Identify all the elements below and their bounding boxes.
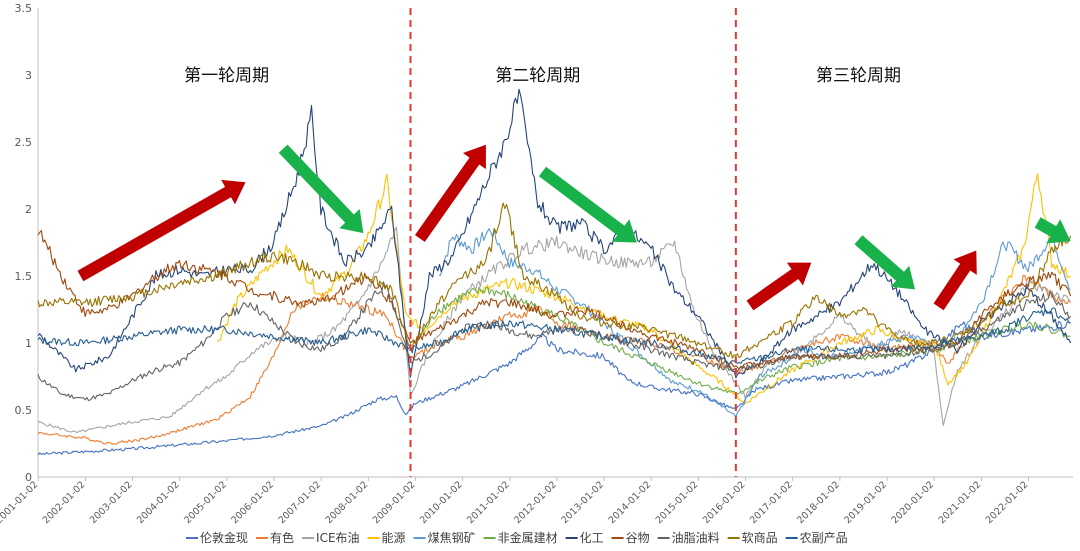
legend-label: 煤焦钢矿 <box>428 531 476 545</box>
legend-label: 化工 <box>580 531 604 545</box>
legend-label: 农副产品 <box>800 531 848 545</box>
legend-label: 谷物 <box>626 531 650 545</box>
y-tick-label: 0.5 <box>15 404 33 417</box>
series-line-7 <box>37 230 1072 370</box>
legend-label: 能源 <box>382 531 406 545</box>
cycle-label-2: 第二轮周期 <box>495 66 580 86</box>
x-tick-label: 2008-01-02 <box>324 479 371 526</box>
x-tick-label: 2012-01-02 <box>512 479 559 526</box>
trend-arrow-up-5 <box>746 262 812 311</box>
y-tick-label: 3.5 <box>15 2 33 15</box>
legend-label: 非金属建材 <box>498 530 558 545</box>
legend-item-7: 谷物 <box>611 531 650 545</box>
x-tick-label: 2006-01-02 <box>229 479 276 526</box>
series-line-6 <box>37 88 1072 379</box>
legend-item-8: 油脂油料 <box>657 530 720 545</box>
legend-label: 软商品 <box>742 530 778 545</box>
legend-item-4: 煤焦钢矿 <box>413 531 476 545</box>
series-line-10 <box>37 307 1071 365</box>
y-tick-label: 2.5 <box>15 136 33 149</box>
x-tick-label: 2001-01-02 <box>0 479 40 526</box>
cycle-dividers <box>409 8 737 477</box>
series-line-1 <box>37 274 1072 445</box>
legend-item-9: 软商品 <box>727 530 778 545</box>
legend-item-1: 有色 <box>256 531 294 545</box>
trend-arrow-up-3 <box>415 144 486 242</box>
y-tick-label: 1.5 <box>15 270 33 283</box>
cycle-labels: 第一轮周期 第二轮周期 第三轮周期 <box>184 66 901 86</box>
y-tick-label: 2 <box>25 203 32 216</box>
cycle-label-1: 第一轮周期 <box>184 66 269 86</box>
trend-arrows <box>77 144 1071 311</box>
y-tick-label: 1 <box>25 337 32 350</box>
series-lines <box>37 88 1072 456</box>
x-tick-label: 2017-01-02 <box>748 479 795 526</box>
legend: 伦敦金现 有色 ICE布油 能源 煤焦钢矿 非金属建材 化工 谷物 油脂油料 软商品 农副产品 <box>186 530 848 545</box>
x-tick-label: 2007-01-02 <box>276 479 323 526</box>
x-tick-label: 2015-01-02 <box>654 479 701 526</box>
series-line-0 <box>37 320 1071 456</box>
series-line-9 <box>37 202 1072 359</box>
cycle-label-3: 第三轮周期 <box>816 66 901 86</box>
x-tick-label: 2021-01-02 <box>937 479 984 526</box>
x-tick-label: 2009-01-02 <box>371 479 418 526</box>
legend-label: 有色 <box>270 531 294 545</box>
x-tick-label: 2013-01-02 <box>559 479 606 526</box>
x-tick-label: 2016-01-02 <box>701 479 748 526</box>
y-tick-label: 0 <box>25 471 32 484</box>
legend-item-6: 化工 <box>565 531 604 545</box>
legend-item-3: 能源 <box>367 531 406 545</box>
x-tick-label: 2005-01-02 <box>182 479 229 526</box>
legend-label: 伦敦金现 <box>200 530 248 545</box>
trend-arrow-up-7 <box>933 250 977 311</box>
x-tick-label: 2010-01-02 <box>418 479 465 526</box>
x-tick-label: 2014-01-02 <box>607 479 654 526</box>
x-tick-label: 2018-01-02 <box>795 479 842 526</box>
legend-label: ICE布油 <box>316 531 360 545</box>
legend-item-0: 伦敦金现 <box>186 530 248 545</box>
legend-label: 油脂油料 <box>672 530 720 545</box>
trend-arrow-down-6 <box>854 235 915 290</box>
legend-item-5: 非金属建材 <box>483 530 558 545</box>
series-line-2 <box>37 226 1072 434</box>
trend-arrow-down-4 <box>538 166 637 243</box>
legend-item-2: ICE布油 <box>302 531 360 545</box>
legend-item-10: 农副产品 <box>785 531 848 545</box>
x-tick-label: 2022-01-02 <box>984 479 1031 526</box>
x-tick-label: 2004-01-02 <box>135 479 182 526</box>
x-tick-label: 2019-01-02 <box>842 479 889 526</box>
x-tick-label: 2003-01-02 <box>88 479 135 526</box>
trend-arrow-down-8 <box>1034 217 1071 244</box>
x-tick-label: 2002-01-02 <box>41 479 88 526</box>
x-tick-label: 2020-01-02 <box>889 479 936 526</box>
x-tick-label: 2011-01-02 <box>465 479 512 526</box>
trend-arrow-up-1 <box>77 179 246 282</box>
trend-arrow-down-2 <box>278 144 364 234</box>
y-tick-label: 3 <box>25 69 32 82</box>
